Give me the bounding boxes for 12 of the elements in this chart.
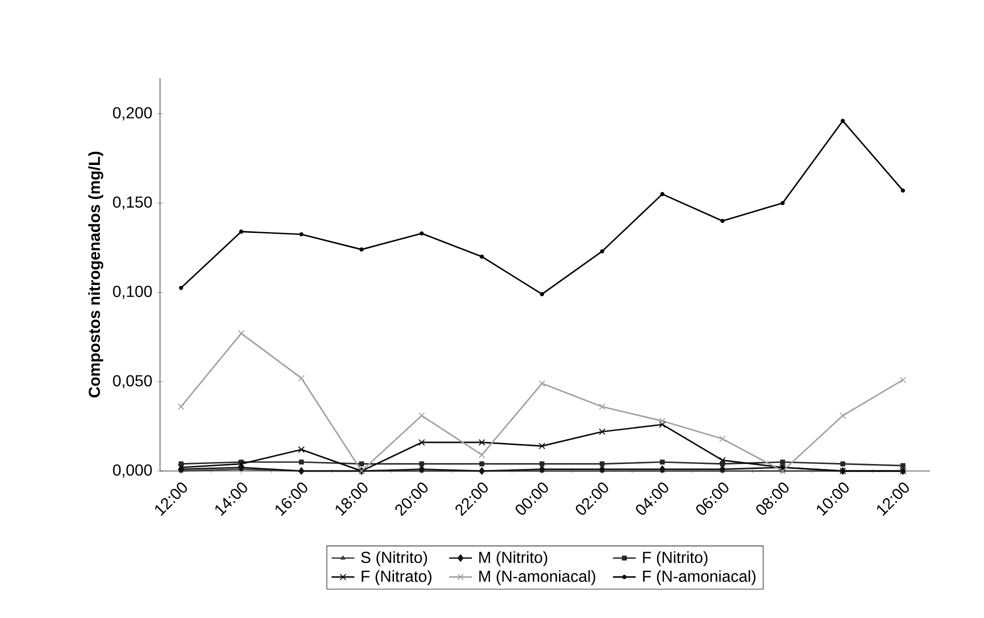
y-tick-label: 0,150 xyxy=(113,196,152,210)
y-tick-label: 0,200 xyxy=(113,107,152,120)
legend-label: F (Nitrito) xyxy=(643,551,708,566)
legend-label: F (Nitrato) xyxy=(362,570,432,586)
y-tick-label: 0,100 xyxy=(113,286,152,299)
legend-label: M (N-amoniacal) xyxy=(479,570,596,586)
y-tick-label: 0,000 xyxy=(113,464,152,478)
legend-label: F (N-amoniacal) xyxy=(643,570,756,586)
legend-label: M (Nitrito) xyxy=(479,551,548,566)
y-tick-label: 0,050 xyxy=(113,375,152,388)
legend-label: S (Nitrito) xyxy=(361,551,427,566)
y-axis-title: Compostos nitrogenados (mg/L) xyxy=(88,152,104,398)
